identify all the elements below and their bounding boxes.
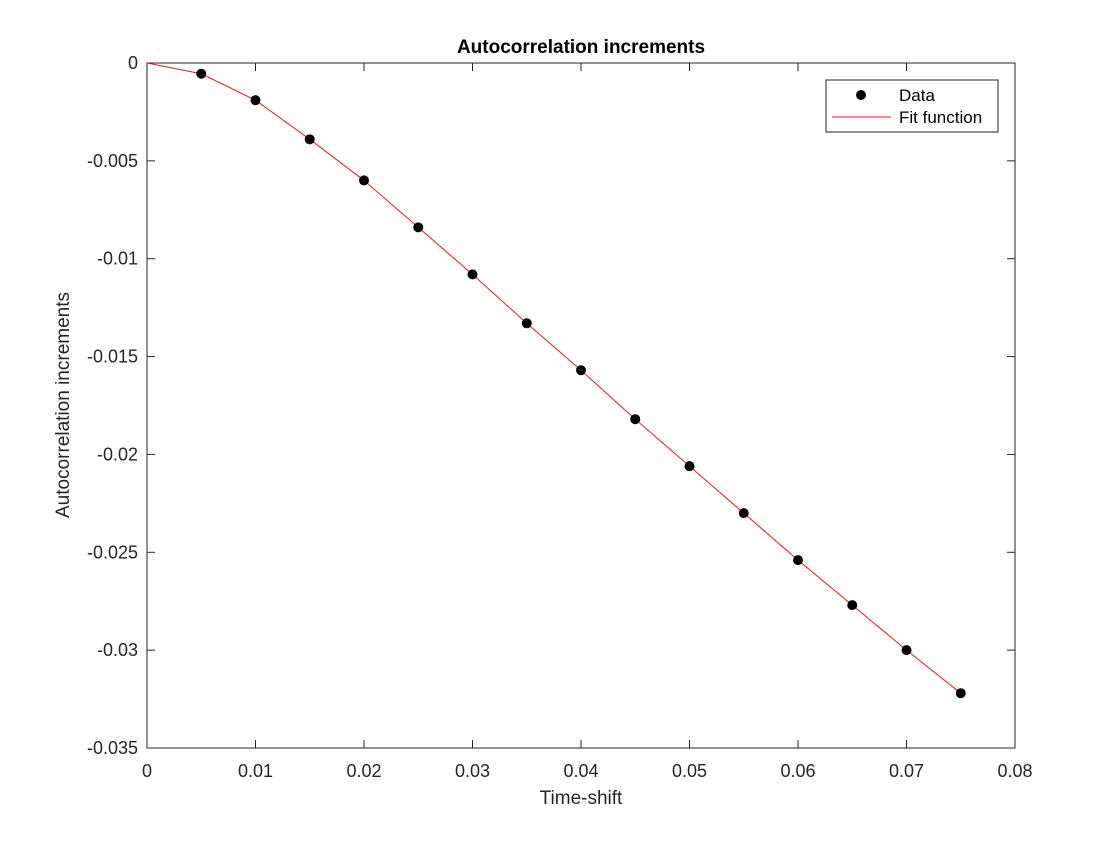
data-point: [359, 175, 369, 186]
legend-data-marker: [856, 90, 866, 100]
series-layer: [146, 62, 966, 699]
data-point: [250, 95, 261, 106]
y-tick-label: -0.025: [87, 542, 138, 562]
legend-data-label: Data: [899, 86, 935, 105]
y-tick-label: -0.005: [87, 151, 138, 171]
x-axis-title: Time-shift: [540, 788, 623, 809]
y-tick-label: -0.035: [87, 738, 138, 758]
y-axis-ticks: 0 -0.005 -0.01 -0.015 -0.02 -0.025 -0.03 -0.035: [87, 53, 1015, 758]
x-tick-label: 0.07: [889, 761, 924, 781]
data-point: [901, 645, 912, 656]
data-point: [521, 318, 532, 329]
data-point: [847, 600, 858, 611]
x-axis-ticks: 0 0.01 0.02 0.03 0.04 0.05 0.06 0.07 0.08: [142, 63, 1033, 781]
chart-title: Autocorrelation increments: [457, 37, 705, 58]
x-tick-label: 0.08: [997, 761, 1032, 781]
legend-box: [825, 79, 999, 133]
data-point: [304, 134, 315, 145]
x-tick-label: 0.06: [780, 761, 815, 781]
y-tick-label: -0.02: [97, 444, 138, 464]
data-point: [196, 68, 207, 79]
data-point: [413, 222, 424, 233]
x-tick-label: 0.04: [563, 761, 598, 781]
data-point: [955, 688, 966, 699]
y-tick-label: -0.03: [97, 640, 138, 660]
legend: Data Fit function: [825, 79, 999, 133]
x-tick-label: 0.05: [672, 761, 707, 781]
data-point: [738, 508, 749, 519]
plot-area: [146, 62, 1016, 749]
legend-fit-label: Fit function: [899, 108, 982, 127]
data-point: [630, 414, 641, 425]
y-axis-title: Autocorrelation increments: [53, 292, 74, 518]
x-tick-label: 0.03: [455, 761, 490, 781]
y-tick-label: 0: [128, 53, 138, 73]
data-point: [793, 555, 803, 566]
x-tick-label: 0.01: [238, 761, 273, 781]
data-point: [467, 269, 478, 280]
y-tick-label: -0.01: [97, 249, 138, 269]
x-tick-label: 0.02: [346, 761, 381, 781]
y-tick-label: -0.015: [87, 347, 138, 367]
x-tick-label: 0: [142, 761, 152, 781]
data-point: [576, 365, 586, 376]
data-point: [684, 461, 695, 472]
fit-function-line: [146, 62, 962, 694]
